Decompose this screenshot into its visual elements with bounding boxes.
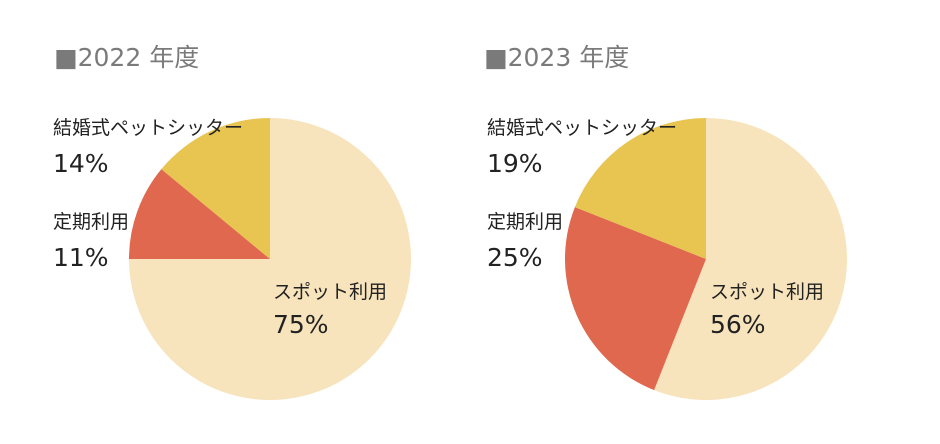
slice-label-wedding-2022: 結婚式ペットシッター xyxy=(53,117,243,139)
slice-value-regular-2023: 25% xyxy=(487,243,543,272)
slice-label-spot-2023: スポット利用 xyxy=(710,281,824,303)
slice-value-regular-2022: 11% xyxy=(53,243,109,272)
pie-slice-regular-use-2023 xyxy=(564,207,706,391)
slice-value-wedding-2022: 14% xyxy=(53,149,109,178)
pie-chart-2023: ■2023 年度 結婚式ペットシッター 19% 定期利用 25% スポット利用 … xyxy=(484,43,847,400)
pie-slice-spot-use-2023 xyxy=(654,118,847,400)
slice-label-regular-2023: 定期利用 xyxy=(487,211,563,233)
pie-slice-wedding-pet-sitter-2022 xyxy=(161,118,270,259)
chart-title-2022: ■2022 年度 xyxy=(54,43,199,72)
slice-label-regular-2022: 定期利用 xyxy=(53,211,129,233)
slice-value-spot-2023: 56% xyxy=(710,310,766,339)
slice-label-spot-2022: スポット利用 xyxy=(273,281,387,303)
slice-value-wedding-2023: 19% xyxy=(487,149,543,178)
pie-slices-2023 xyxy=(564,117,847,400)
slice-value-spot-2022: 75% xyxy=(273,310,329,339)
pie-slices-2022 xyxy=(129,118,411,400)
pie-slice-regular-use-2022 xyxy=(129,169,270,259)
chart-title-2023: ■2023 年度 xyxy=(484,43,629,72)
pie-chart-2022: ■2022 年度 結婚式ペットシッター 14% 定期利用 11% スポット利用 … xyxy=(53,43,411,400)
slice-label-wedding-2023: 結婚式ペットシッター xyxy=(487,117,677,139)
pie-slice-wedding-pet-sitter-2023 xyxy=(574,117,706,259)
